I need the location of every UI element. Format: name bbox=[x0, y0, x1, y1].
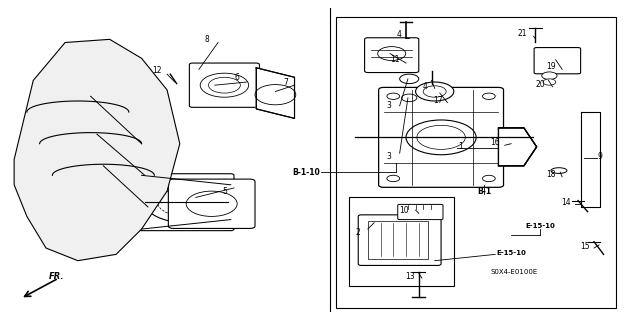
Text: 8: 8 bbox=[204, 35, 209, 44]
Polygon shape bbox=[14, 39, 180, 261]
Circle shape bbox=[401, 94, 417, 102]
Text: 17: 17 bbox=[433, 97, 443, 106]
FancyBboxPatch shape bbox=[397, 204, 443, 219]
Text: E-15-10: E-15-10 bbox=[496, 250, 526, 256]
Text: 1: 1 bbox=[458, 142, 463, 151]
Circle shape bbox=[387, 93, 399, 100]
Circle shape bbox=[209, 77, 241, 93]
Text: 13: 13 bbox=[405, 272, 415, 281]
Text: S0X4-E0100E: S0X4-E0100E bbox=[491, 269, 538, 275]
Text: B-1: B-1 bbox=[477, 187, 492, 196]
FancyBboxPatch shape bbox=[189, 63, 259, 107]
Text: 12: 12 bbox=[152, 66, 162, 76]
Circle shape bbox=[543, 79, 556, 85]
Text: 11: 11 bbox=[390, 56, 400, 64]
Text: 21: 21 bbox=[518, 28, 527, 38]
FancyBboxPatch shape bbox=[534, 48, 580, 74]
Circle shape bbox=[483, 93, 495, 100]
Circle shape bbox=[483, 175, 495, 182]
Circle shape bbox=[417, 125, 465, 149]
Circle shape bbox=[255, 85, 296, 105]
FancyBboxPatch shape bbox=[138, 174, 234, 231]
FancyBboxPatch shape bbox=[365, 38, 419, 72]
Text: 10: 10 bbox=[399, 206, 409, 215]
Text: 19: 19 bbox=[546, 62, 556, 71]
Text: B-1-10: B-1-10 bbox=[292, 168, 320, 177]
Circle shape bbox=[399, 74, 419, 84]
Text: 2: 2 bbox=[356, 228, 360, 237]
Text: 18: 18 bbox=[546, 170, 556, 179]
Text: 15: 15 bbox=[580, 242, 590, 251]
Text: 16: 16 bbox=[490, 137, 500, 147]
Circle shape bbox=[200, 73, 248, 97]
Polygon shape bbox=[499, 128, 537, 166]
Bar bbox=[368, 221, 428, 259]
FancyBboxPatch shape bbox=[168, 179, 255, 228]
FancyBboxPatch shape bbox=[379, 87, 504, 187]
Circle shape bbox=[145, 182, 228, 223]
Text: 14: 14 bbox=[561, 198, 571, 207]
Bar bbox=[336, 17, 616, 308]
Text: FR.: FR. bbox=[49, 272, 65, 281]
Text: 20: 20 bbox=[535, 80, 545, 89]
Polygon shape bbox=[256, 68, 294, 118]
Circle shape bbox=[387, 175, 399, 182]
Text: 7: 7 bbox=[283, 78, 288, 87]
Text: 6: 6 bbox=[235, 73, 239, 82]
Circle shape bbox=[423, 86, 446, 97]
Text: 9: 9 bbox=[598, 152, 603, 161]
Text: E-15-10: E-15-10 bbox=[525, 223, 555, 229]
Text: 4: 4 bbox=[397, 30, 401, 39]
Ellipse shape bbox=[551, 168, 567, 174]
FancyBboxPatch shape bbox=[349, 197, 454, 286]
Circle shape bbox=[186, 191, 237, 216]
Text: 4: 4 bbox=[422, 82, 428, 91]
FancyBboxPatch shape bbox=[358, 215, 441, 265]
Circle shape bbox=[157, 188, 215, 216]
Circle shape bbox=[541, 72, 557, 79]
Circle shape bbox=[415, 82, 454, 101]
Circle shape bbox=[378, 47, 406, 61]
Text: 3: 3 bbox=[387, 152, 391, 161]
Text: 5: 5 bbox=[222, 187, 227, 196]
Text: 3: 3 bbox=[387, 101, 391, 110]
Circle shape bbox=[406, 120, 476, 155]
